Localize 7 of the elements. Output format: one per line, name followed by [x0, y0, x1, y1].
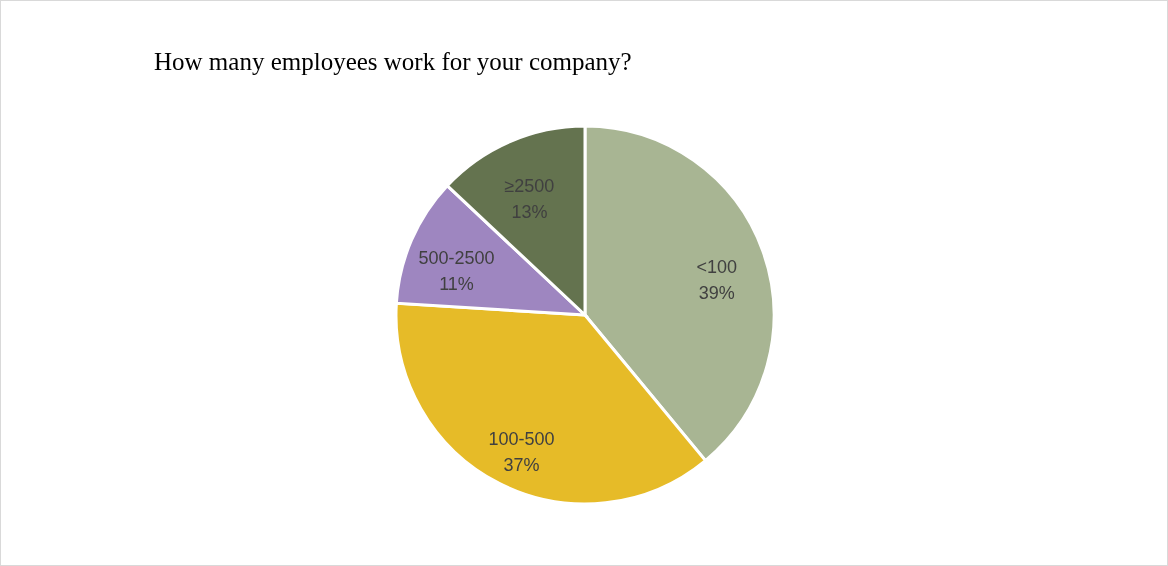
- chart-title: How many employees work for your company?: [154, 48, 632, 75]
- slice-label: <100: [696, 256, 737, 277]
- data-label: 37%: [503, 454, 540, 475]
- slice-label: 500-2500: [418, 248, 495, 269]
- data-label: 39%: [698, 282, 735, 303]
- data-label: 11%: [439, 274, 474, 295]
- slice-label: 100-500: [488, 428, 555, 449]
